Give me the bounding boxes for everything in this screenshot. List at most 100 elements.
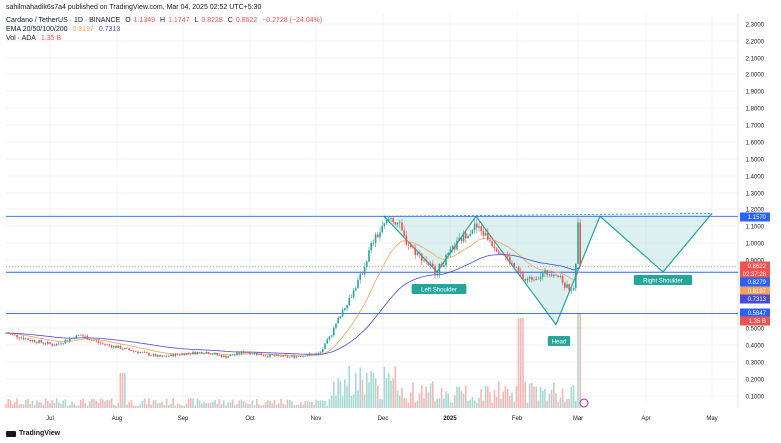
candle-body [22,337,25,340]
volume-bar [275,404,278,408]
volume-bar [209,402,212,408]
price-tag-text: 0.8622 [748,264,767,270]
volume-bar [240,399,243,408]
candle-body [451,246,454,250]
candle-body [361,274,364,275]
ema-label: EMA 20/50/100/200 [6,26,68,33]
candle-body [253,353,256,354]
candle-body [363,266,366,275]
price-tag-text: 02:37:28 [743,272,767,278]
volume-bar [185,403,188,408]
volume-bar [31,400,34,408]
volume-bar [64,399,67,408]
candle-body [203,353,205,354]
volume-bar [280,398,282,408]
pattern-label-text: Head [552,340,566,346]
volume-bar [557,402,559,408]
volume-bar [467,400,469,408]
volume-bar [326,405,328,408]
volume-bar [229,402,232,408]
volume-bar [121,373,124,408]
volume-bar [509,395,511,408]
volume-bars [5,313,581,408]
volume-bar [295,404,298,408]
volume-bar [82,398,84,408]
candle-body [410,245,412,248]
candle-body [295,356,298,358]
volume-bar [436,398,438,408]
volume-bar [73,403,75,408]
candle-body [377,234,379,238]
price-tag-text: 1.1570 [748,215,767,221]
volume-bar [449,402,452,408]
volume-value: 1.35 B [40,35,62,42]
volume-bar [542,390,544,408]
volume-bar [284,404,287,408]
horizontal-levels [6,215,738,315]
volume-bar [271,403,273,408]
symbol-name[interactable]: Cardano / TetherUS · 1D · BINANCE [6,17,121,24]
candle-body [335,323,337,328]
candle-body [326,339,328,344]
volume-bar [190,398,192,408]
candle-body [416,252,419,255]
candle-body [449,249,452,253]
chart-grid [6,14,739,408]
candle-body [236,352,238,355]
candle-body [135,351,137,352]
candle-body [139,352,141,354]
price-tick-label: 2.0000 [746,73,765,79]
candle-body [341,309,344,317]
candle-body [7,333,9,334]
volume-bar [315,399,317,408]
candle-body [29,339,31,341]
candle-body [77,334,80,336]
candle-body [550,274,553,276]
volume-bar [513,401,515,408]
volume-bar [451,402,454,408]
candle-body [201,351,203,354]
volume-bar [104,401,106,408]
volume-bar [247,404,249,408]
candle-body [473,223,476,231]
close-label: C [227,17,233,24]
candle-body [102,343,104,345]
candle-body [20,337,23,339]
volume-line[interactable]: Vol · ADA 1.35 B [6,35,64,43]
volume-bar [128,401,130,408]
candle-body [36,342,38,343]
price-tick-label: 0.5000 [746,327,765,333]
volume-bar [84,403,86,408]
candle-body [121,348,124,350]
volume-bar [335,395,337,408]
time-tick-label: Nov [311,416,322,422]
pattern-label-box [411,284,467,294]
candle-body [183,353,185,356]
candle-body [350,297,353,299]
candle-body [238,352,240,354]
ema-line[interactable]: EMA 20/50/100/200 0.8197 0.7313 [6,26,123,34]
candle-body [260,353,262,356]
volume-bar [458,386,460,408]
volume-bar [154,400,157,408]
volume-bar [77,405,80,408]
candle-body [440,264,443,268]
tradingview-brand[interactable]: TradingView [6,430,60,437]
volume-bar [350,395,353,408]
candle-body [291,355,293,357]
volume-bar [487,386,489,408]
candle-body [385,220,388,224]
volume-bar [381,399,383,408]
volume-bar [324,400,326,408]
volume-bar [531,382,533,408]
open-value: 1.1349 [133,17,156,24]
volume-bar [471,396,474,408]
candle-body [190,353,192,355]
volume-bar [119,373,122,408]
price-tick-label: 1.0000 [746,242,765,248]
volume-bar [337,378,339,408]
volume-bar [328,398,331,408]
candle-body [280,355,282,357]
volume-bar [234,405,236,408]
